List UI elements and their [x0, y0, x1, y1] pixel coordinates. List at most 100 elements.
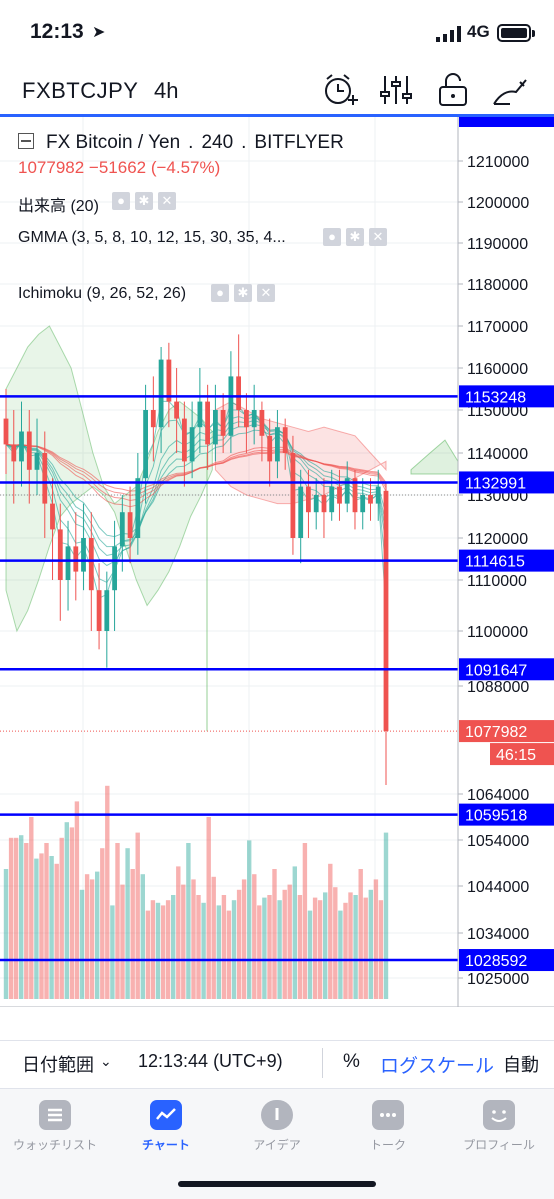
- tab-profile[interactable]: プロフィール: [444, 1100, 554, 1153]
- volume-bar: [368, 889, 373, 999]
- volume-bar: [186, 843, 191, 999]
- candle-body: [368, 495, 373, 504]
- gear-icon[interactable]: ✱: [346, 228, 364, 246]
- candle-body: [50, 503, 55, 530]
- volume-bar: [267, 895, 272, 999]
- candle-body: [259, 410, 265, 436]
- candle-body: [251, 410, 257, 428]
- price-tick-label: 1034000: [467, 926, 529, 943]
- chevron-down-icon[interactable]: ⌄: [100, 1053, 112, 1069]
- ichimoku-cloud-bullish: [5, 325, 213, 633]
- volume-bar: [100, 848, 105, 999]
- eye-icon[interactable]: ●: [323, 228, 341, 246]
- drawing-tools-icon[interactable]: [490, 70, 530, 110]
- gmma-short-line: [5, 429, 387, 538]
- volume-bar: [373, 879, 379, 999]
- legend-gmma-study[interactable]: GMMA (3, 5, 8, 10, 12, 15, 30, 35, 4...: [18, 229, 286, 247]
- level-price-tag: [459, 471, 554, 494]
- tab-watchlist[interactable]: ウォッチリスト: [0, 1100, 110, 1153]
- close-icon[interactable]: ✕: [369, 228, 387, 246]
- volume-bar: [135, 832, 140, 999]
- volume-bar: [221, 895, 227, 999]
- price-tick-label: 1054000: [467, 833, 529, 850]
- volume-bar: [272, 869, 277, 999]
- auto-scale-button[interactable]: 自動: [503, 1055, 539, 1075]
- candle-body: [228, 376, 234, 436]
- eye-icon[interactable]: ●: [112, 192, 130, 210]
- volume-bar: [348, 892, 353, 999]
- legend-interval: 240: [201, 132, 234, 153]
- symbol-button[interactable]: FXBTCJPY: [22, 78, 139, 103]
- alarm-add-icon[interactable]: [320, 70, 360, 110]
- candle-body: [104, 590, 110, 631]
- candle-body: [158, 359, 164, 428]
- volume-bar: [196, 895, 201, 999]
- close-icon[interactable]: ✕: [158, 192, 176, 210]
- eye-icon[interactable]: ●: [211, 284, 229, 302]
- volume-bar: [181, 884, 186, 999]
- candle-body: [360, 495, 366, 513]
- volume-bar: [8, 837, 14, 999]
- log-scale-button[interactable]: ログスケール: [380, 1056, 495, 1077]
- gear-icon[interactable]: ✱: [234, 284, 252, 302]
- price-tick-label: 1044000: [467, 879, 529, 896]
- volume-bar: [120, 884, 125, 999]
- network-label: 4G: [467, 22, 490, 41]
- volume-bar: [383, 832, 389, 999]
- legend-symbol-title: FX Bitcoin / Yen: [46, 132, 181, 153]
- volume-bar: [171, 895, 176, 999]
- candle-body: [298, 486, 304, 538]
- volume-bar: [160, 905, 166, 999]
- battery-icon: [497, 24, 531, 42]
- legend-volume-study[interactable]: 出来高 (20): [18, 192, 99, 216]
- volume-bar: [338, 910, 343, 999]
- tab-chat[interactable]: トーク: [333, 1100, 443, 1153]
- chart-svg[interactable]: 1210000 1200000 1190000 1180000 1170000 11600…: [0, 117, 554, 1007]
- candle-body: [119, 512, 125, 547]
- volume-study-label: 出来高 (20): [18, 198, 99, 215]
- volume-bar: [69, 827, 75, 999]
- volume-bar: [54, 863, 59, 999]
- indicators-icon[interactable]: [376, 70, 416, 110]
- volume-bar: [277, 900, 282, 999]
- timezone-clock[interactable]: 12:13:44 (UTC+9): [138, 1051, 283, 1071]
- candle-body: [174, 401, 179, 419]
- legend-title-row[interactable]: FX Bitcoin / Yen. 240. BITFLYER: [18, 132, 344, 154]
- volume-bar: [145, 910, 151, 999]
- tab-ideas[interactable]: アイデア: [222, 1100, 332, 1153]
- candle-body: [205, 401, 210, 445]
- volume-bar: [231, 900, 237, 999]
- chart-canvas[interactable]: 1210000 1200000 1190000 1180000 1170000 11600…: [0, 117, 554, 1007]
- legend-ichimoku-study[interactable]: Ichimoku (9, 26, 52, 26): [18, 285, 186, 303]
- price-tick-label: 1088000: [467, 679, 529, 696]
- percent-scale-button[interactable]: %: [343, 1051, 360, 1072]
- volume-bar: [211, 876, 216, 999]
- price-tick-label: 1190000: [467, 236, 528, 253]
- date-range-button[interactable]: 日付範囲: [22, 1055, 94, 1075]
- chart-icon: [150, 1100, 182, 1130]
- ideas-icon: [261, 1100, 293, 1130]
- offscreen-level-tag: [459, 117, 554, 127]
- volume-bar: [130, 869, 135, 999]
- close-icon[interactable]: ✕: [257, 284, 275, 302]
- candle-body: [81, 538, 86, 572]
- candle-body: [321, 495, 327, 513]
- volume-bar: [79, 889, 85, 999]
- candle-body: [26, 431, 32, 470]
- price-tick-label: 1025000: [467, 971, 529, 988]
- level-price-label: 1091647: [465, 662, 527, 679]
- volume-bar: [44, 843, 49, 999]
- volume-bar: [262, 897, 267, 999]
- collapse-legend-icon[interactable]: [18, 133, 34, 149]
- tab-chart[interactable]: チャート: [111, 1100, 221, 1153]
- candle-body: [344, 478, 350, 504]
- unlock-icon[interactable]: [433, 70, 473, 110]
- candle-body: [150, 410, 156, 428]
- gear-icon[interactable]: ✱: [135, 192, 153, 210]
- volume-bar: [3, 869, 9, 999]
- volume-bar: [24, 843, 29, 999]
- countdown-tag: [490, 743, 554, 766]
- interval-button[interactable]: 4h: [154, 78, 179, 103]
- volume-bar: [125, 848, 130, 999]
- level-price-label: 1114615: [465, 554, 525, 571]
